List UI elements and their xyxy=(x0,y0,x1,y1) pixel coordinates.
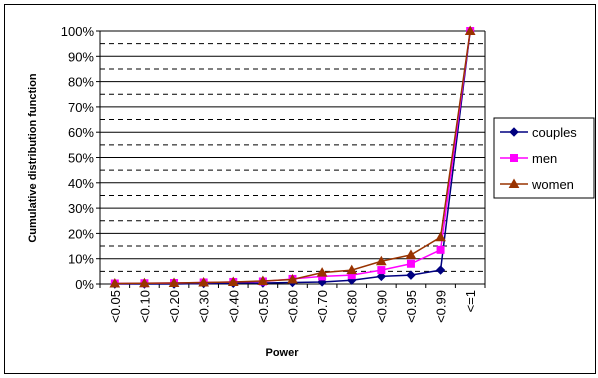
x-tick-label: <0.30 xyxy=(197,290,212,323)
data-point-diamond xyxy=(435,265,446,275)
data-point-triangle xyxy=(316,267,328,277)
x-tick-label: <0.90 xyxy=(374,290,389,323)
data-point-triangle xyxy=(168,277,180,287)
data-point-square xyxy=(510,154,518,162)
y-tick-label: 60% xyxy=(68,125,94,140)
y-axis-title: Cumulative distribution function xyxy=(27,73,39,243)
x-tick-label: <0.05 xyxy=(108,290,123,323)
data-point-triangle xyxy=(139,277,150,288)
data-point-triangle xyxy=(109,277,121,288)
data-point-triangle xyxy=(346,264,358,275)
y-tick-label: 40% xyxy=(68,176,94,191)
data-point-diamond xyxy=(376,271,387,282)
data-point-triangle xyxy=(375,255,387,266)
legend: couples men women xyxy=(493,117,595,199)
y-tick-label: 50% xyxy=(68,151,94,166)
data-point-triangle xyxy=(508,178,520,188)
x-tick-label: <0.20 xyxy=(167,290,182,323)
data-point-square xyxy=(406,259,415,268)
x-tick-label: <0.95 xyxy=(404,290,419,323)
data-point-triangle xyxy=(405,249,417,259)
data-point-diamond xyxy=(406,270,416,280)
y-tick-label: 0% xyxy=(75,277,94,292)
data-point-triangle xyxy=(198,276,210,287)
x-tick-label: <0.99 xyxy=(434,290,449,323)
axis-layer: 0% 10% 20% 30% 40% 50% 60% 70% 80% 90% 100% <0.05 <0… xyxy=(61,24,486,323)
legend-item-women: women xyxy=(500,177,574,192)
data-point-triangle xyxy=(287,273,298,284)
x-tick-label: <=1 xyxy=(463,290,478,312)
grid-layer xyxy=(100,30,486,284)
series-layer xyxy=(109,25,476,289)
y-tick-label: 70% xyxy=(68,100,94,115)
x-tick-label: <0.60 xyxy=(286,290,301,323)
x-tick-label: <0.10 xyxy=(137,290,152,323)
data-point-square xyxy=(377,266,386,275)
data-point-square xyxy=(436,245,445,254)
y-tick-label: 80% xyxy=(68,75,94,90)
legend-label: couples xyxy=(532,125,577,140)
x-axis-title: Power xyxy=(265,347,299,359)
legend-item-men: men xyxy=(500,151,557,166)
data-point-diamond xyxy=(509,127,519,137)
y-tick-label: 90% xyxy=(68,49,94,64)
series-women xyxy=(109,25,476,288)
x-tick-label: <0.40 xyxy=(226,290,241,323)
x-tick-label: <0.80 xyxy=(345,290,360,323)
legend-item-couples: couples xyxy=(500,125,577,140)
y-tick-label: 10% xyxy=(68,252,94,267)
data-point-triangle xyxy=(257,275,269,285)
y-tick-label: 20% xyxy=(68,226,94,241)
x-tick-label: <0.70 xyxy=(315,290,330,323)
legend-label: women xyxy=(531,177,574,192)
x-tick-label: <0.50 xyxy=(256,290,271,323)
data-point-triangle xyxy=(227,276,239,286)
data-point-triangle xyxy=(435,231,446,242)
data-point-triangle xyxy=(464,25,476,35)
y-tick-label: 30% xyxy=(68,201,94,216)
legend-label: men xyxy=(532,151,557,166)
y-tick-label: 100% xyxy=(61,24,95,39)
